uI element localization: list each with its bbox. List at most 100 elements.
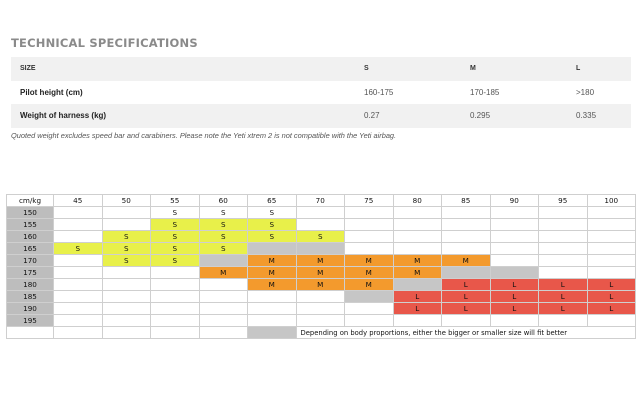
size-chart-cell: M	[198, 266, 248, 279]
size-chart-cell	[586, 266, 636, 279]
size-chart-cell	[53, 314, 103, 327]
size-chart-cell	[344, 230, 394, 243]
size-chart-row: 170 S S M M M M M	[6, 254, 636, 267]
size-chart-cell: S	[101, 242, 151, 255]
size-chart-cell	[392, 218, 442, 231]
size-chart-row: 175 M M M M M	[6, 266, 636, 279]
size-chart-cell: M	[247, 266, 297, 279]
height-row-header: 150	[6, 206, 54, 219]
size-chart-header-row: cm/kg 45 50 55 60 65 70 75 80 85 90 95 100	[6, 194, 636, 207]
size-chart-cell	[392, 278, 442, 291]
size-chart-cell: M	[392, 266, 442, 279]
size-chart-cell	[489, 254, 539, 267]
size-chart-cell	[538, 218, 588, 231]
specs-table: SIZE S M L Pilot height (cm) 160-175 170…	[11, 57, 631, 128]
size-chart-cell	[538, 230, 588, 243]
size-chart-table: cm/kg 45 50 55 60 65 70 75 80 85 90 95 100 150 S S S 155 S…	[6, 194, 636, 339]
size-chart-cell	[198, 290, 248, 303]
size-chart-cell	[150, 278, 200, 291]
size-chart-cell	[489, 230, 539, 243]
size-chart-row: 195	[6, 314, 636, 327]
size-chart-cell	[344, 290, 394, 303]
weight-column-header: 70	[295, 194, 345, 207]
specs-title: TECHNICAL SPECIFICATIONS	[11, 36, 198, 50]
specs-row-label: Pilot height (cm)	[11, 80, 355, 104]
size-chart-cell	[150, 266, 200, 279]
size-chart-cell	[489, 218, 539, 231]
size-chart-cell	[344, 302, 394, 315]
size-chart-cell	[295, 290, 345, 303]
size-chart-cell	[586, 254, 636, 267]
weight-column-header: 100	[586, 194, 636, 207]
height-row-header: 190	[6, 302, 54, 315]
size-chart-cell	[101, 218, 151, 231]
size-chart-cell	[392, 230, 442, 243]
size-chart-cell	[150, 326, 200, 339]
height-row-header: 170	[6, 254, 54, 267]
size-chart-cell	[150, 302, 200, 315]
height-row-header: 165	[6, 242, 54, 255]
size-chart-cell	[392, 242, 442, 255]
size-chart-cell: L	[489, 302, 539, 315]
size-chart-cell	[538, 314, 588, 327]
size-chart-cell: L	[586, 290, 636, 303]
size-chart-cell: S	[198, 230, 248, 243]
specs-row-pilot-height: Pilot height (cm) 160-175 170-185 >180	[11, 80, 631, 104]
size-chart-cell	[441, 266, 491, 279]
size-chart-cell: S	[101, 254, 151, 267]
size-chart-cell: M	[344, 254, 394, 267]
size-chart-cell	[586, 230, 636, 243]
size-chart-cell	[489, 266, 539, 279]
size-chart-cell	[344, 218, 394, 231]
size-chart-cell	[247, 242, 297, 255]
weight-column-header: 55	[150, 194, 200, 207]
size-chart-row: 190 L L L L L	[6, 302, 636, 315]
legend-text: Depending on body proportions, either th…	[295, 326, 636, 339]
weight-column-header: 45	[53, 194, 103, 207]
size-chart-cell	[295, 302, 345, 315]
size-chart-cell	[198, 314, 248, 327]
size-chart-cell	[53, 254, 103, 267]
size-chart-cell	[538, 266, 588, 279]
size-chart-cell	[101, 314, 151, 327]
size-chart-cell	[6, 326, 54, 339]
specs-header-s: S	[355, 57, 461, 81]
size-chart-cell: M	[295, 254, 345, 267]
size-chart-cell	[392, 206, 442, 219]
height-row-header: 175	[6, 266, 54, 279]
size-chart-cell: S	[295, 230, 345, 243]
size-chart-cell	[586, 218, 636, 231]
specs-value-s: 160-175	[355, 80, 461, 104]
size-chart-cell: L	[538, 302, 588, 315]
weight-column-header: 60	[198, 194, 248, 207]
size-chart-cell	[53, 230, 103, 243]
size-chart-cell	[441, 206, 491, 219]
weight-column-header: 85	[441, 194, 491, 207]
size-chart-cell	[295, 314, 345, 327]
size-chart-cell	[53, 278, 103, 291]
size-chart-cell	[53, 326, 103, 339]
specs-value-l: >180	[567, 80, 631, 104]
size-chart-cell	[344, 242, 394, 255]
height-row-header: 180	[6, 278, 54, 291]
size-chart-cell	[295, 242, 345, 255]
size-chart-cell	[344, 314, 394, 327]
size-chart-cell	[441, 314, 491, 327]
legend-grey-swatch	[247, 326, 297, 339]
size-chart-cell: S	[101, 230, 151, 243]
size-chart-cell	[53, 302, 103, 315]
size-chart-cell	[150, 290, 200, 303]
specs-value-s: 0.27	[355, 104, 461, 128]
size-chart-corner-label: cm/kg	[6, 194, 54, 207]
size-chart-cell	[538, 242, 588, 255]
weight-column-header: 65	[247, 194, 297, 207]
size-chart-cell: M	[247, 254, 297, 267]
size-chart-cell	[489, 242, 539, 255]
size-chart-cell: S	[150, 206, 200, 219]
size-chart-cell: M	[441, 254, 491, 267]
size-chart-cell	[53, 206, 103, 219]
size-chart-cell	[392, 314, 442, 327]
size-chart-cell: L	[586, 278, 636, 291]
size-chart-cell	[441, 230, 491, 243]
size-chart-cell: M	[392, 254, 442, 267]
